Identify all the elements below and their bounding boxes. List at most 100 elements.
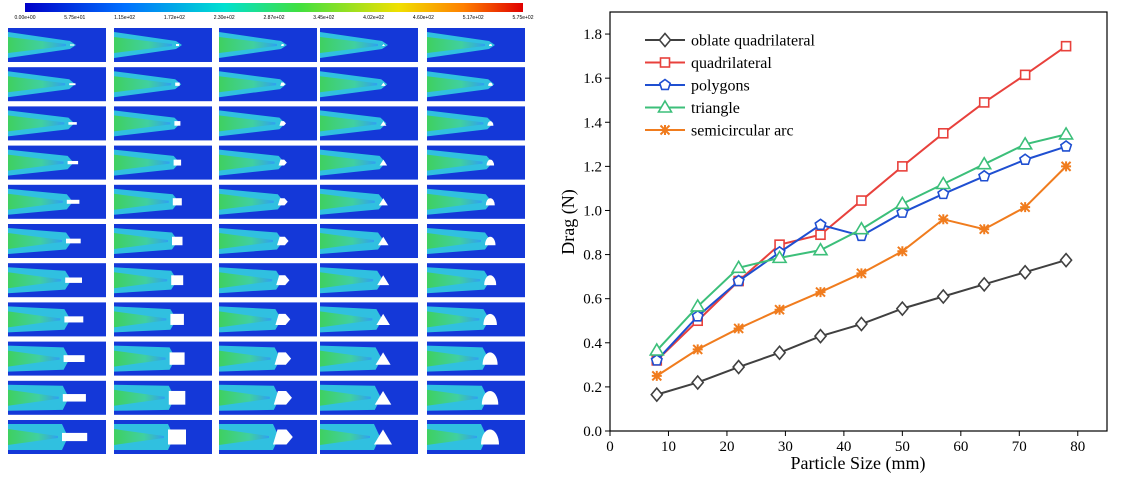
contour-cell [8,28,106,62]
velocity-core [114,311,167,328]
marker [691,309,704,322]
marker [813,328,828,344]
marker [853,221,870,235]
x-tick-label: 20 [719,439,734,455]
y-tick-label: 0.0 [583,424,602,440]
particle [66,199,80,204]
velocity-core [320,76,378,93]
particle [380,121,387,126]
plot-frame [609,11,1108,432]
x-tick-label: 0 [606,439,614,455]
contour-cell [114,380,212,415]
contour-cell [114,184,212,219]
particle [175,82,180,86]
particle [374,390,392,405]
y-tick-label: 1.0 [583,203,602,219]
contour-cell [219,145,317,180]
x-tick-label: 50 [895,439,910,455]
marker [1060,161,1072,172]
velocity-core [219,37,277,53]
contour-cell [320,67,418,102]
particle [379,159,388,166]
contour-cell [320,224,418,258]
velocity-core [427,389,478,406]
marker [854,316,868,332]
particle [374,429,392,445]
marker [935,175,952,190]
particle [488,82,493,86]
velocity-core [219,350,271,367]
marker [1059,140,1073,152]
marker [691,374,705,391]
legend-label: semicircular arc [691,123,794,140]
marker [896,206,909,218]
particle [489,44,492,46]
y-tick-label: 0.8 [583,248,602,264]
velocity-core [219,233,273,249]
velocity-core [114,154,170,171]
particle [481,429,499,445]
velocity-core [8,76,66,93]
marker [657,99,673,113]
contour-cell [8,106,106,141]
particle [485,198,495,206]
marker [1018,264,1032,280]
colorbar-label: 0.00e+00 [15,15,36,21]
contour-cell [114,224,212,258]
velocity-core [427,76,485,93]
y-tick-label: 0.4 [583,336,602,352]
marker [1060,40,1072,52]
contour-cell [114,28,212,62]
particle [481,390,499,405]
particle [276,275,290,286]
particle [172,198,182,206]
velocity-core [219,76,277,93]
velocity-core [8,193,63,210]
particle [482,352,498,365]
velocity-core [427,115,484,132]
particle [169,352,185,365]
particle [168,429,186,445]
velocity-core [320,389,371,406]
marker [815,286,826,298]
velocity-core [427,350,479,367]
marker [659,57,671,68]
particle [378,236,389,246]
colorbar-label: 4.02e+02 [363,15,384,21]
marker [1058,126,1074,140]
marker [1019,201,1031,213]
colorbar-label: 1.15e+02 [114,15,135,21]
contour-cell [114,341,212,376]
velocity-core [114,115,171,132]
particle [69,83,76,86]
velocity-core [427,233,481,249]
contour-cell [219,224,317,258]
contour-cell [320,145,418,180]
velocity-core [8,429,58,445]
y-tick-label: 1.4 [583,115,602,131]
marker [658,32,672,48]
contour-cell [114,302,212,337]
marker [897,246,908,257]
velocity-core [114,76,172,93]
marker [938,214,949,225]
velocity-core [114,350,166,367]
y-tick-label: 1.2 [583,159,602,175]
y-tick-label: 0.2 [583,380,602,396]
particle [279,121,286,126]
contour-cell [320,263,418,298]
particle [375,352,391,365]
contour-cell [427,224,525,258]
contour-cell [320,106,418,141]
marker [648,342,665,356]
contour-cell [427,341,525,376]
velocity-core [8,233,62,249]
marker [730,259,747,274]
x-tick-label: 10 [661,439,676,455]
particle [277,198,288,206]
colorbar-label: 3.45e+02 [313,15,334,21]
velocity-core [427,193,482,210]
velocity-core [8,311,61,328]
